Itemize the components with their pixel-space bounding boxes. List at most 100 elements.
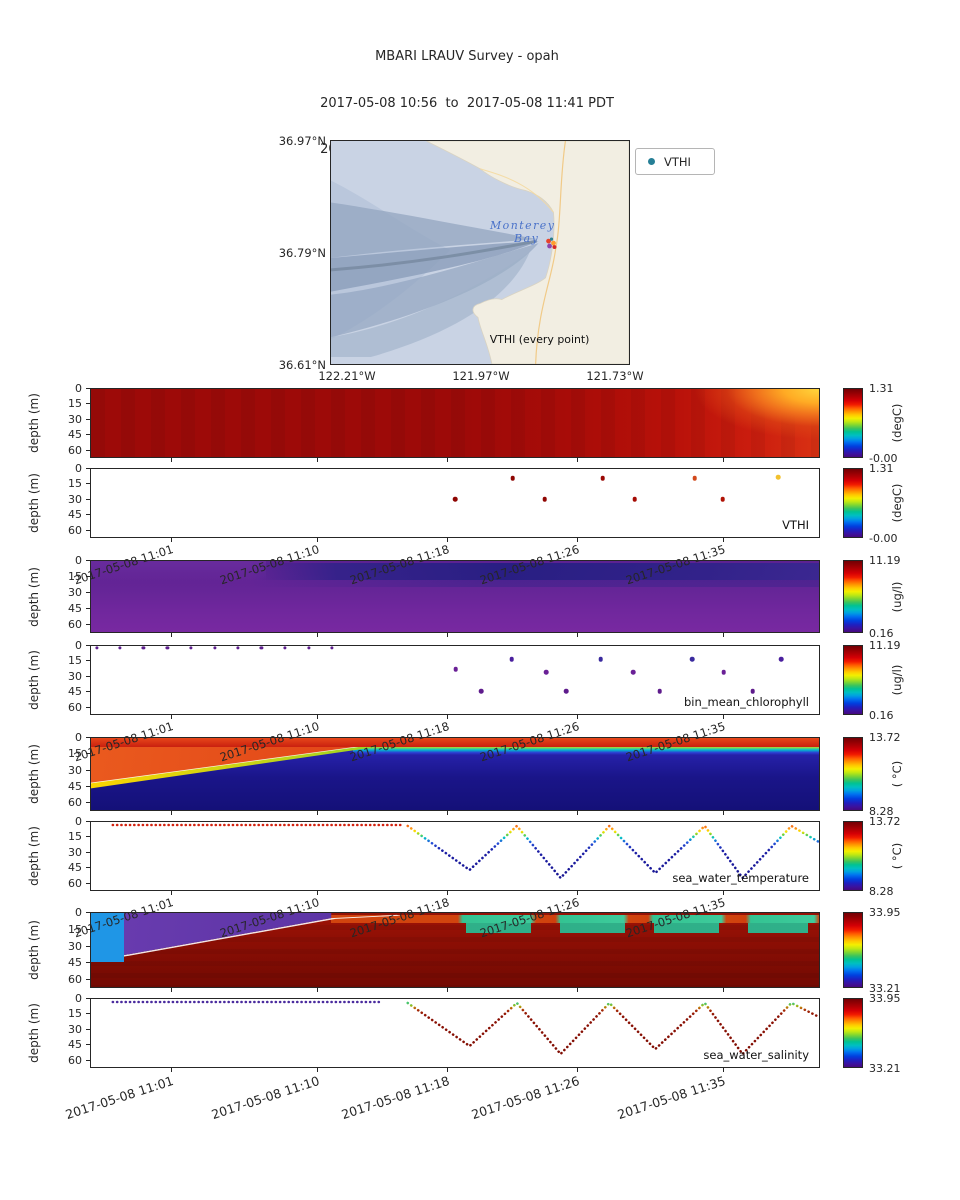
yo-yo-track bbox=[406, 1001, 819, 1056]
y-tick-label: 60 bbox=[68, 443, 82, 457]
track-point bbox=[552, 245, 557, 250]
map-legend: VTHI bbox=[635, 148, 715, 175]
map-monterey-bay: Monterey Bay VTHI (every point) bbox=[330, 140, 630, 365]
y-tick-label: 45 bbox=[68, 1038, 82, 1052]
y-tick-label: 45 bbox=[68, 956, 82, 970]
place-label-monterey: Monterey bbox=[489, 219, 555, 232]
scatter-point bbox=[165, 646, 170, 650]
x-tick-mark bbox=[577, 891, 578, 895]
y-tick-label: 15 bbox=[68, 922, 82, 936]
scatter-point bbox=[657, 688, 662, 694]
contour-layer bbox=[353, 747, 819, 755]
map-lon-tick-left: 122.21°W bbox=[318, 369, 376, 383]
x-tick-label: 2017-05-08 11:10 bbox=[209, 1073, 322, 1123]
scatter-point bbox=[307, 646, 311, 650]
scatter-point bbox=[213, 646, 217, 650]
y-tick-mark bbox=[86, 434, 90, 436]
y-tick-mark bbox=[86, 706, 90, 708]
colorbar-unit: (ug/l) bbox=[890, 664, 904, 696]
contour-layer bbox=[331, 915, 819, 924]
y-tick-label: 30 bbox=[68, 1022, 82, 1036]
panel-vthi-scatter: depth (m) 0 15 30 45 60 VTHI 1.31 -0.00 (deg… bbox=[0, 462, 960, 545]
y-tick-label: 0 bbox=[75, 731, 82, 744]
colorbar-min: 8.28 bbox=[869, 805, 894, 818]
scatter-point bbox=[775, 474, 781, 480]
x-tick-mark bbox=[447, 1068, 448, 1072]
y-tick-mark bbox=[86, 1044, 90, 1046]
scatter-point bbox=[600, 475, 606, 481]
y-tick-mark bbox=[86, 785, 90, 787]
scatter-point bbox=[598, 656, 603, 662]
panel-temperature-section: depth (m) 0 15 30 45 60 13.72 8.28 ( °C) bbox=[0, 731, 960, 818]
x-tick-mark bbox=[577, 715, 578, 719]
panel-salinity-scatter: depth (m) 0 15 30 45 60 se bbox=[0, 992, 960, 1075]
temperature-scatter-plot: sea_water_temperature bbox=[90, 821, 820, 891]
panel-chlorophyll-scatter: depth (m) 0 15 30 45 60 bin_mean_chlorophyll… bbox=[0, 639, 960, 722]
x-tick-mark bbox=[447, 988, 448, 992]
x-tick-mark bbox=[317, 458, 318, 462]
y-tick-mark bbox=[86, 1059, 90, 1061]
colorbar-min: 33.21 bbox=[869, 1062, 901, 1075]
colorbar-unit: (degC) bbox=[890, 483, 904, 523]
x-tick-mark bbox=[723, 538, 724, 542]
scatter-point bbox=[631, 669, 636, 675]
y-tick-label: 15 bbox=[68, 570, 82, 584]
x-tick-mark bbox=[317, 538, 318, 542]
colorbar-unit: (ug/l) bbox=[890, 581, 904, 612]
x-tick-mark bbox=[447, 633, 448, 637]
x-tick-mark bbox=[723, 811, 724, 815]
x-tick-mark bbox=[577, 811, 578, 815]
scatter-point bbox=[330, 646, 334, 650]
contour-layer bbox=[465, 923, 809, 933]
y-tick-label: 60 bbox=[68, 523, 82, 537]
y-axis-label: depth (m) bbox=[27, 826, 41, 886]
y-tick-label: 60 bbox=[68, 973, 82, 987]
y-tick-label: 0 bbox=[75, 992, 82, 1005]
y-tick-mark bbox=[86, 675, 90, 677]
y-ticks: 0 15 30 45 60 bbox=[52, 382, 82, 458]
colorbar-max: 11.19 bbox=[869, 639, 901, 652]
y-tick-label: 30 bbox=[68, 492, 82, 506]
scatter-point bbox=[283, 646, 287, 650]
scatter-point bbox=[189, 646, 193, 650]
y-tick-mark bbox=[86, 592, 90, 594]
x-tick-mark bbox=[447, 538, 448, 542]
title-line-pdt: 2017-05-08 10:56 to 2017-05-08 11:41 PDT bbox=[320, 95, 614, 111]
contour-layer bbox=[513, 389, 819, 457]
y-tick-mark bbox=[86, 660, 90, 662]
scatter-point bbox=[259, 646, 263, 650]
colorbar-unit: ( °C) bbox=[890, 842, 904, 870]
y-tick-label: 15 bbox=[68, 1007, 82, 1021]
scatter-point bbox=[509, 656, 515, 662]
y-tick-mark bbox=[86, 753, 90, 755]
y-tick-mark bbox=[86, 403, 90, 405]
contour-layer bbox=[251, 580, 819, 588]
colorbar-max: 13.72 bbox=[869, 731, 901, 744]
x-tick-mark bbox=[723, 633, 724, 637]
contour-layer bbox=[251, 563, 819, 581]
colorbar-chlorophyll-section bbox=[843, 560, 863, 633]
colorbar-min: 33.21 bbox=[869, 982, 901, 995]
scatter-point bbox=[778, 656, 784, 662]
contour-layer bbox=[91, 738, 819, 748]
y-ticks: 0 15 30 45 60 bbox=[52, 815, 82, 891]
y-tick-mark bbox=[86, 388, 90, 389]
bathymetry-fan-4 bbox=[331, 252, 530, 358]
y-tick-mark bbox=[86, 560, 90, 561]
panel-label: bin_mean_chlorophyll bbox=[683, 695, 809, 709]
chlorophyll-section-plot bbox=[90, 560, 820, 633]
chlorophyll-scatter-plot: bin_mean_chlorophyll bbox=[90, 645, 820, 715]
panel-salinity-section: depth (m) 0 15 30 45 60 33.95 33.21 bbox=[0, 906, 960, 995]
y-axis-label: depth (m) bbox=[27, 393, 41, 453]
x-tick-mark bbox=[447, 811, 448, 815]
x-tick-mark bbox=[171, 1068, 172, 1072]
scatter-point bbox=[632, 496, 638, 502]
x-tick-mark bbox=[723, 988, 724, 992]
y-tick-label: 45 bbox=[68, 779, 82, 793]
map-lat-tick-mid: 36.79°N bbox=[278, 246, 326, 260]
y-axis-label: depth (m) bbox=[27, 1003, 41, 1063]
scatter-point bbox=[453, 666, 459, 672]
x-tick-mark bbox=[171, 458, 172, 462]
y-tick-mark bbox=[86, 998, 90, 999]
y-tick-mark bbox=[86, 979, 90, 981]
